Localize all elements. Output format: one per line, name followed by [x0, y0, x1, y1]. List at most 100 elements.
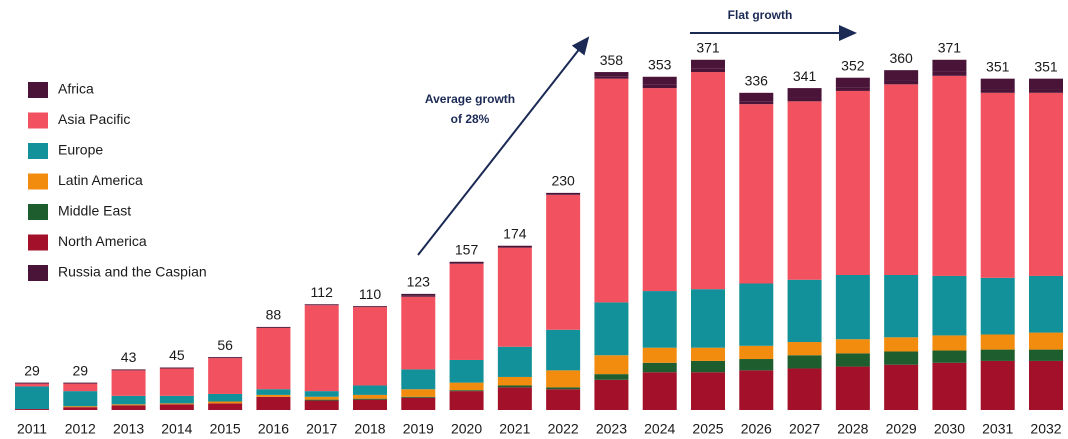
bar-segment	[63, 391, 98, 407]
bar-segment	[497, 387, 532, 410]
bar-segment	[111, 404, 146, 406]
bar-segment	[63, 407, 98, 410]
bar-segment	[497, 346, 532, 377]
bar-segment	[787, 279, 822, 343]
bar-segment	[304, 391, 339, 397]
x-tick-label: 2032	[1030, 421, 1061, 437]
x-tick-label: 2029	[886, 421, 917, 437]
bar-segment	[835, 77, 870, 88]
x-tick-label: 2019	[403, 421, 434, 437]
bar-segment	[111, 395, 146, 405]
bar-segment	[159, 403, 194, 405]
legend-label: Middle East	[58, 203, 131, 219]
bar-segment	[884, 275, 919, 338]
bar-segment	[594, 374, 629, 380]
bar-segment	[63, 406, 98, 408]
total-label: 123	[407, 274, 431, 290]
bar-segment	[15, 409, 49, 410]
bar-segment	[546, 370, 581, 388]
bar-segment	[63, 383, 98, 392]
bar-segment	[449, 261, 484, 264]
bar-segment	[449, 263, 484, 360]
bar-segment	[594, 302, 629, 356]
bar-segment	[980, 349, 1015, 361]
bar-segment	[546, 389, 581, 410]
total-label: 336	[745, 73, 769, 89]
bar-segment	[980, 277, 1015, 335]
bar-segment	[642, 362, 677, 373]
total-label: 56	[217, 337, 233, 353]
total-label: 45	[169, 347, 185, 363]
bar-segment	[401, 293, 436, 296]
bar-segment	[208, 403, 243, 410]
bar-segment	[884, 337, 919, 352]
bar-segment	[546, 329, 581, 371]
bar-segment	[1029, 275, 1063, 333]
bar-segment	[208, 357, 243, 359]
bar-segment	[353, 399, 387, 410]
total-label: 352	[841, 57, 865, 73]
total-label: 351	[986, 58, 1010, 74]
bar-segment	[63, 382, 98, 384]
total-label: 371	[696, 39, 720, 55]
bar-segment	[691, 68, 725, 73]
bar-segment	[835, 275, 870, 340]
bar-segment	[787, 355, 822, 369]
bar-segment	[449, 382, 484, 391]
bar-segment	[304, 304, 339, 306]
bar-segment	[932, 71, 967, 76]
legend-label: Europe	[58, 142, 103, 158]
bar-segment	[691, 59, 725, 69]
legend-label: Asia Pacific	[58, 111, 130, 127]
bar-segment	[787, 368, 822, 410]
total-label: 371	[938, 39, 962, 55]
bar-segment	[159, 395, 194, 404]
bar-segment	[546, 194, 581, 330]
bar-segment	[691, 289, 725, 348]
bar-segment	[497, 245, 532, 248]
bar-segment	[980, 89, 1015, 93]
legend-swatch	[28, 265, 48, 281]
total-label: 358	[600, 52, 624, 68]
bar-segment	[835, 87, 870, 91]
bar-segment	[691, 360, 725, 373]
bar-segment	[932, 362, 967, 410]
total-label: 341	[793, 68, 817, 84]
x-tick-label: 2014	[161, 421, 192, 437]
bar-segment	[1029, 89, 1063, 93]
bar-segment	[304, 305, 339, 392]
growth-arrow	[417, 36, 590, 256]
bar-segment	[401, 389, 436, 397]
bar-segment	[1029, 78, 1063, 90]
bar-segment	[980, 92, 1015, 278]
bar-segment	[401, 295, 436, 297]
x-tick-label: 2031	[982, 421, 1013, 437]
total-label: 112	[311, 284, 334, 300]
legend-label: North America	[58, 233, 147, 249]
bar-segment	[835, 366, 870, 410]
x-tick-label: 2011	[17, 421, 47, 437]
bar-segment	[594, 76, 629, 79]
bar-segment	[401, 296, 436, 370]
bar-segment	[208, 401, 243, 404]
x-tick-label: 2017	[306, 421, 337, 437]
bar-segment	[691, 372, 725, 410]
total-label: 110	[359, 286, 382, 302]
total-label: 157	[455, 241, 479, 257]
bar-segment	[159, 404, 194, 410]
bar-segment	[980, 334, 1015, 350]
x-tick-label: 2022	[548, 421, 579, 437]
legend-label: Africa	[58, 81, 94, 97]
bar-segment	[111, 370, 146, 396]
x-tick-label: 2028	[837, 421, 868, 437]
total-label: 43	[121, 349, 137, 365]
bar-segment	[256, 327, 291, 390]
x-tick-label: 2018	[354, 421, 385, 437]
bar-segment	[304, 399, 339, 401]
legend-swatch	[28, 82, 48, 98]
bar-segment	[739, 370, 774, 410]
bar-segment	[642, 88, 677, 292]
bar-segment	[642, 291, 677, 348]
bar-segment	[835, 90, 870, 276]
bar-segment	[691, 72, 725, 290]
